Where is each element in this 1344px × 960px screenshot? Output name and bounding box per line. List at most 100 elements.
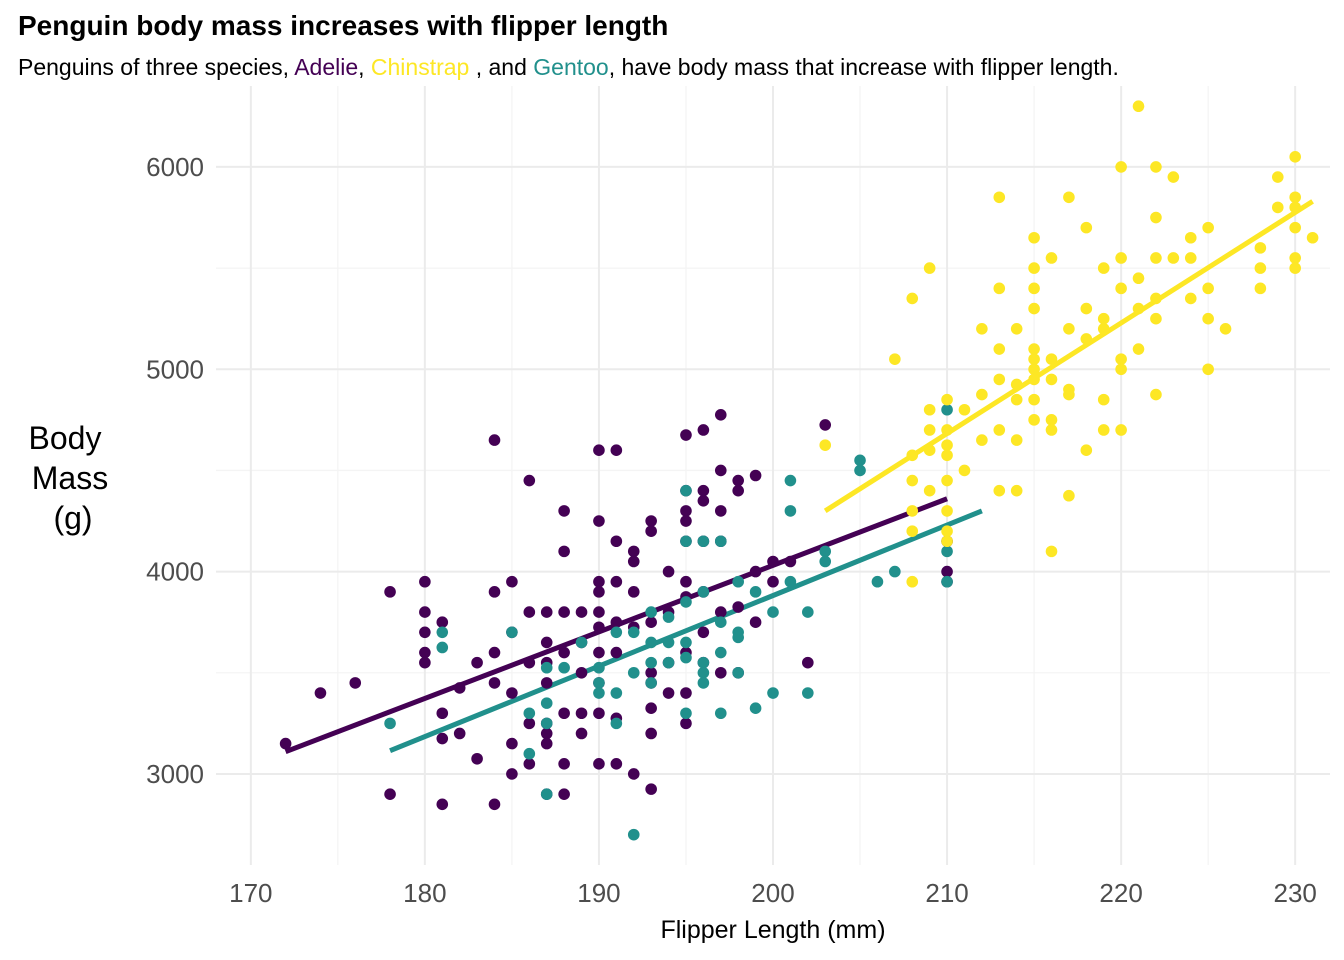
adelie-point (506, 687, 518, 699)
chinstrap-point (1202, 221, 1214, 234)
adelie-point (645, 783, 657, 795)
gentoo-point (714, 616, 727, 628)
chart-title: Penguin body mass increases with flipper… (18, 10, 669, 41)
gentoo-point (680, 484, 692, 497)
chinstrap-point (941, 535, 953, 548)
chinstrap-point (1097, 424, 1110, 436)
chinstrap-point (1028, 353, 1040, 365)
adelie-point (593, 515, 605, 527)
adelie-point (558, 545, 570, 558)
adelie-point (384, 788, 396, 800)
adelie-point (279, 737, 292, 750)
y-tick-label: 5000 (146, 354, 204, 384)
chinstrap-point (941, 474, 953, 487)
adelie-point (575, 707, 588, 720)
x-tick-label: 170 (229, 878, 272, 908)
adelie-point (471, 656, 483, 669)
chinstrap-point (1115, 353, 1127, 365)
x-tick-label: 190 (577, 878, 620, 908)
chinstrap-point (1080, 444, 1093, 457)
adelie-point (558, 758, 570, 770)
adelie-point (436, 798, 449, 811)
subtitle-prefix: Penguins of three species, (18, 54, 295, 80)
adelie-point (645, 525, 657, 537)
adelie-point (540, 636, 553, 649)
adelie-point (627, 545, 640, 558)
fit-lines (284, 199, 1314, 755)
adelie-point (819, 419, 832, 431)
adelie-point (558, 646, 570, 659)
gentoo-point (732, 666, 744, 679)
chinstrap-point (1010, 484, 1023, 497)
chinstrap-point (1063, 388, 1075, 401)
chinstrap-point (993, 282, 1006, 295)
chinstrap-point (993, 424, 1006, 436)
chinstrap-point (1150, 312, 1162, 325)
chinstrap-point (1010, 393, 1023, 406)
adelie-point (593, 758, 605, 770)
chinstrap-point (1150, 211, 1162, 224)
adelie-point (384, 586, 396, 598)
gentoo-point (645, 656, 657, 669)
adelie-point (680, 505, 692, 517)
y-tick-label: 6000 (146, 152, 204, 182)
chinstrap-point (1289, 262, 1301, 274)
gentoo-point (593, 687, 605, 699)
chinstrap-point (1254, 262, 1267, 274)
adelie-point (593, 575, 605, 588)
chinstrap-point (993, 373, 1006, 386)
chinstrap-point (1028, 363, 1040, 376)
adelie-point (419, 626, 431, 639)
chinstrap-point (1010, 378, 1023, 391)
x-tick-label: 230 (1273, 878, 1316, 908)
gentoo-point (627, 666, 640, 679)
chinstrap-point (993, 343, 1006, 355)
adelie-point (645, 702, 657, 714)
adelie-point (506, 737, 518, 750)
adelie-point (488, 586, 501, 598)
gentoo-point (941, 575, 953, 588)
adelie-point (680, 717, 692, 730)
gentoo-point (610, 626, 623, 639)
chinstrap-point (976, 323, 988, 335)
adelie-point (436, 732, 449, 745)
chinstrap-point (1219, 323, 1232, 335)
chinstrap-point (906, 575, 919, 588)
adelie-point (471, 752, 483, 765)
gentoo-point (575, 636, 588, 649)
gentoo-point (540, 717, 553, 730)
adelie-point (523, 758, 536, 770)
chinstrap-point (1132, 302, 1145, 315)
adelie-point (610, 646, 623, 659)
gentoo-point (767, 687, 779, 699)
gentoo-point (558, 661, 570, 674)
adelie-point (697, 484, 710, 497)
adelie-point (419, 656, 431, 669)
chinstrap-point (1045, 373, 1058, 386)
gentoo-fit-line (389, 508, 983, 753)
chinstrap-point (1184, 252, 1197, 264)
x-axis-title: Flipper Length (mm) (660, 916, 885, 944)
adelie-point (523, 474, 536, 487)
chinstrap-point (1028, 343, 1040, 355)
adelie-point (749, 469, 762, 482)
adelie-point (767, 555, 779, 568)
gentoo-point (523, 747, 536, 760)
grid (216, 86, 1330, 865)
adelie-point (593, 444, 605, 457)
chinstrap-point (923, 424, 936, 436)
gentoo-point (819, 555, 832, 568)
adelie-point (714, 666, 727, 679)
gentoo-point (645, 606, 657, 618)
chinstrap-point (819, 439, 832, 451)
gentoo-point (854, 454, 866, 467)
gentoo-point (384, 717, 396, 730)
adelie-point (593, 586, 605, 598)
y-axis-title-line-3: (g) (53, 500, 92, 536)
chinstrap-point (941, 505, 953, 517)
chinstrap-point (1184, 292, 1197, 305)
gentoo-point (714, 646, 727, 659)
gentoo-point (732, 631, 744, 644)
gentoo-point (506, 626, 518, 639)
x-tick-label: 220 (1099, 878, 1142, 908)
